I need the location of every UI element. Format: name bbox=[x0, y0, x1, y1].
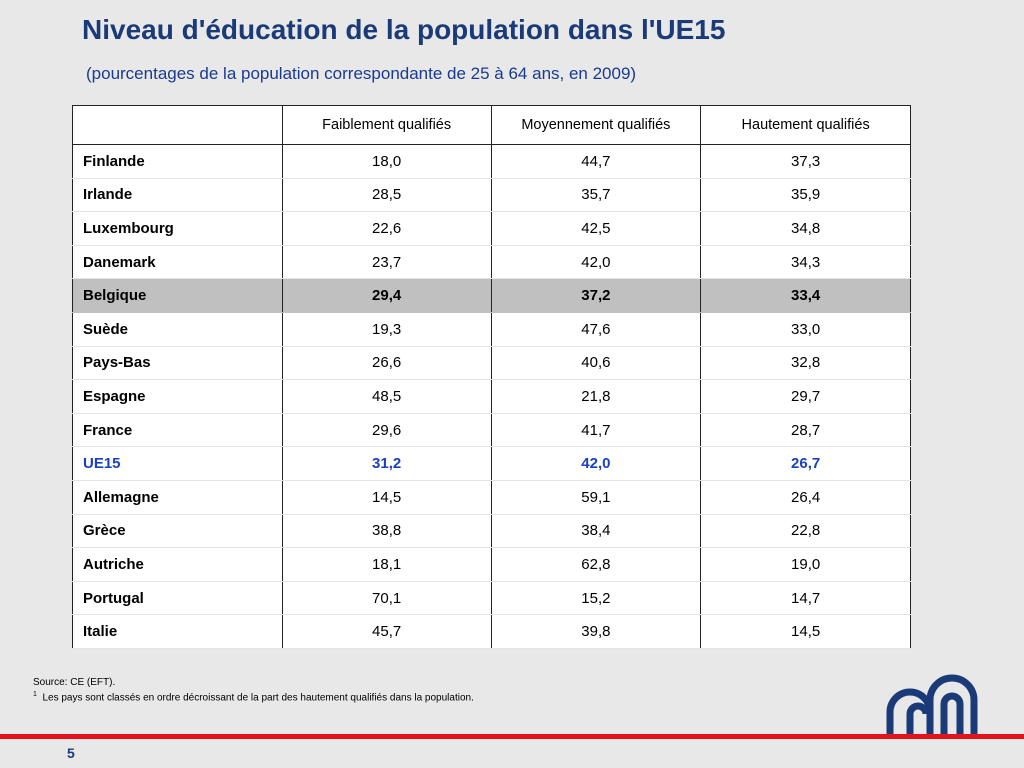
table-row: Pays-Bas 26,6 40,6 32,8 bbox=[72, 346, 911, 381]
table-row: Allemagne 14,5 59,1 26,4 bbox=[72, 480, 911, 515]
header-country bbox=[72, 105, 283, 145]
high-qualified-cell: 33,4 bbox=[700, 278, 911, 313]
high-qualified-cell: 26,4 bbox=[700, 480, 911, 515]
country-cell: Grèce bbox=[72, 514, 283, 549]
medium-qualified-cell: 21,8 bbox=[490, 379, 702, 414]
high-qualified-cell: 29,7 bbox=[700, 379, 911, 414]
header-medium-qualified: Moyennement qualifiés bbox=[490, 105, 702, 145]
medium-qualified-cell: 47,6 bbox=[490, 312, 702, 347]
table-row: Italie 45,7 39,8 14,5 bbox=[72, 614, 911, 649]
low-qualified-cell: 29,6 bbox=[281, 413, 492, 448]
low-qualified-cell: 18,0 bbox=[281, 144, 492, 179]
medium-qualified-cell: 42,0 bbox=[490, 245, 702, 280]
medium-qualified-cell: 41,7 bbox=[490, 413, 702, 448]
medium-qualified-cell: 40,6 bbox=[490, 346, 702, 381]
table-row: Grèce 38,8 38,4 22,8 bbox=[72, 514, 911, 549]
table-row: Irlande 28,5 35,7 35,9 bbox=[72, 178, 911, 213]
medium-qualified-cell: 39,8 bbox=[490, 614, 702, 649]
table-row: UE15 31,2 42,0 26,7 bbox=[72, 446, 911, 481]
high-qualified-cell: 34,3 bbox=[700, 245, 911, 280]
medium-qualified-cell: 15,2 bbox=[490, 581, 702, 616]
low-qualified-cell: 14,5 bbox=[281, 480, 492, 515]
table-header-row: Faiblement qualifiés Moyennement qualifi… bbox=[72, 105, 911, 145]
low-qualified-cell: 31,2 bbox=[281, 446, 492, 481]
table-row: Belgique 29,4 37,2 33,4 bbox=[72, 278, 911, 313]
country-cell: UE15 bbox=[72, 446, 283, 481]
high-qualified-cell: 35,9 bbox=[700, 178, 911, 213]
low-qualified-cell: 23,7 bbox=[281, 245, 492, 280]
institution-logo-icon bbox=[882, 674, 978, 741]
medium-qualified-cell: 59,1 bbox=[490, 480, 702, 515]
low-qualified-cell: 45,7 bbox=[281, 614, 492, 649]
high-qualified-cell: 14,5 bbox=[700, 614, 911, 649]
high-qualified-cell: 28,7 bbox=[700, 413, 911, 448]
page-number: 5 bbox=[67, 745, 75, 761]
footnote: 1 Les pays sont classés en ordre décrois… bbox=[33, 689, 474, 704]
country-cell: France bbox=[72, 413, 283, 448]
low-qualified-cell: 28,5 bbox=[281, 178, 492, 213]
high-qualified-cell: 37,3 bbox=[700, 144, 911, 179]
low-qualified-cell: 38,8 bbox=[281, 514, 492, 549]
medium-qualified-cell: 42,0 bbox=[490, 446, 702, 481]
table-row: France 29,6 41,7 28,7 bbox=[72, 413, 911, 448]
low-qualified-cell: 48,5 bbox=[281, 379, 492, 414]
high-qualified-cell: 22,8 bbox=[700, 514, 911, 549]
low-qualified-cell: 19,3 bbox=[281, 312, 492, 347]
medium-qualified-cell: 38,4 bbox=[490, 514, 702, 549]
footnote-text: Les pays sont classés en ordre décroissa… bbox=[42, 692, 474, 704]
high-qualified-cell: 14,7 bbox=[700, 581, 911, 616]
header-low-qualified: Faiblement qualifiés bbox=[281, 105, 492, 145]
table-body: Finlande 18,0 44,7 37,3 Irlande 28,5 35,7 35,9 L… bbox=[72, 144, 911, 649]
table-row: Finlande 18,0 44,7 37,3 bbox=[72, 144, 911, 179]
table-row: Suède 19,3 47,6 33,0 bbox=[72, 312, 911, 347]
footnotes: Source: CE (EFT). 1 Les pays sont classé… bbox=[33, 677, 474, 704]
table-row: Portugal 70,1 15,2 14,7 bbox=[72, 581, 911, 616]
education-table: Faiblement qualifiés Moyennement qualifi… bbox=[72, 105, 911, 649]
medium-qualified-cell: 37,2 bbox=[490, 278, 702, 313]
country-cell: Irlande bbox=[72, 178, 283, 213]
country-cell: Allemagne bbox=[72, 480, 283, 515]
medium-qualified-cell: 35,7 bbox=[490, 178, 702, 213]
high-qualified-cell: 26,7 bbox=[700, 446, 911, 481]
country-cell: Autriche bbox=[72, 547, 283, 582]
high-qualified-cell: 32,8 bbox=[700, 346, 911, 381]
page-title: Niveau d'éducation de la population dans… bbox=[82, 14, 726, 45]
medium-qualified-cell: 42,5 bbox=[490, 211, 702, 246]
high-qualified-cell: 34,8 bbox=[700, 211, 911, 246]
country-cell: Portugal bbox=[72, 581, 283, 616]
country-cell: Pays-Bas bbox=[72, 346, 283, 381]
country-cell: Espagne bbox=[72, 379, 283, 414]
low-qualified-cell: 26,6 bbox=[281, 346, 492, 381]
low-qualified-cell: 22,6 bbox=[281, 211, 492, 246]
high-qualified-cell: 19,0 bbox=[700, 547, 911, 582]
header-high-qualified: Hautement qualifiés bbox=[700, 105, 911, 145]
medium-qualified-cell: 62,8 bbox=[490, 547, 702, 582]
source-note: Source: CE (EFT). bbox=[33, 677, 116, 688]
table-row: Autriche 18,1 62,8 19,0 bbox=[72, 547, 911, 582]
high-qualified-cell: 33,0 bbox=[700, 312, 911, 347]
low-qualified-cell: 29,4 bbox=[281, 278, 492, 313]
page-subtitle: (pourcentages de la population correspon… bbox=[86, 64, 637, 83]
low-qualified-cell: 18,1 bbox=[281, 547, 492, 582]
country-cell: Suède bbox=[72, 312, 283, 347]
country-cell: Belgique bbox=[72, 278, 283, 313]
table-row: Espagne 48,5 21,8 29,7 bbox=[72, 379, 911, 414]
country-cell: Italie bbox=[72, 614, 283, 649]
medium-qualified-cell: 44,7 bbox=[490, 144, 702, 179]
table-row: Luxembourg 22,6 42,5 34,8 bbox=[72, 211, 911, 246]
footnote-marker: 1 bbox=[33, 691, 37, 698]
country-cell: Danemark bbox=[72, 245, 283, 280]
footer-bar bbox=[0, 734, 1024, 739]
low-qualified-cell: 70,1 bbox=[281, 581, 492, 616]
country-cell: Finlande bbox=[72, 144, 283, 179]
table-row: Danemark 23,7 42,0 34,3 bbox=[72, 245, 911, 280]
country-cell: Luxembourg bbox=[72, 211, 283, 246]
